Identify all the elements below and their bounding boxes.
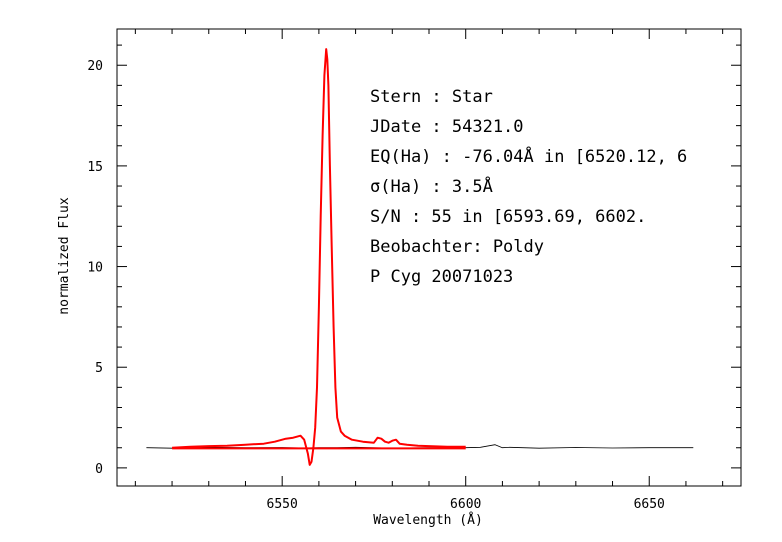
y-tick-label: 5 bbox=[95, 361, 103, 376]
axis-ticks bbox=[117, 29, 741, 486]
annotation-line: Beobachter: Poldy bbox=[370, 237, 544, 257]
y-tick-label: 20 bbox=[87, 59, 103, 74]
y-tick-label: 10 bbox=[87, 261, 103, 276]
x-tick-label: 6650 bbox=[634, 497, 665, 512]
series-line-1 bbox=[172, 48, 466, 466]
x-tick-labels: 6550 6600 6650 bbox=[267, 497, 665, 512]
y-tick-label: 15 bbox=[87, 160, 103, 175]
y-tick-labels: 0 5 10 15 20 bbox=[87, 59, 103, 477]
annotation-line: σ(Ha) : 3.5Å bbox=[370, 175, 493, 197]
annotation-line: JDate : 54321.0 bbox=[370, 117, 524, 137]
series-lines bbox=[146, 48, 694, 466]
annotation-line: EQ(Ha) : -76.04Å in [6520.12, 6 bbox=[370, 145, 687, 167]
annotation-line: P Cyg 20071023 bbox=[370, 267, 513, 287]
x-axis-title: Wavelength (Å) bbox=[373, 512, 483, 528]
y-axis-title: normalized Flux bbox=[57, 197, 72, 315]
annotation-block: Stern : Star JDate : 54321.0 EQ(Ha) : -76.… bbox=[370, 87, 687, 287]
x-tick-label: 6600 bbox=[450, 497, 481, 512]
annotation-line: Stern : Star bbox=[370, 87, 493, 107]
y-tick-label: 0 bbox=[95, 462, 103, 477]
annotation-line: S/N : 55 in [6593.69, 6602. bbox=[370, 207, 646, 227]
x-tick-label: 6550 bbox=[267, 497, 298, 512]
